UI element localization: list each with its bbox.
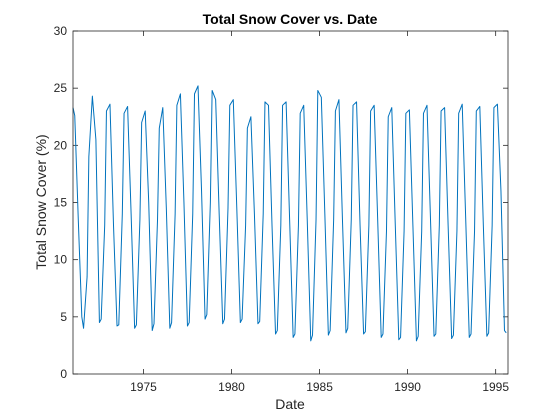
y-tick-label: 10 [54, 253, 68, 267]
chart-title: Total Snow Cover vs. Date [203, 11, 378, 27]
x-tick-label: 1975 [130, 380, 157, 394]
x-tick-label: 1995 [482, 380, 509, 394]
snow-cover-series-line [72, 85, 507, 342]
y-tick-label: 5 [60, 310, 67, 324]
x-tick-label: 1990 [394, 380, 421, 394]
y-tick-label: 25 [54, 81, 68, 95]
y-axis-label: Total Snow Cover (%) [33, 134, 49, 269]
y-tick-label: 30 [54, 24, 68, 38]
x-tick-label: 1985 [306, 380, 333, 394]
x-tick-label: 1980 [218, 380, 245, 394]
y-tick-label: 15 [54, 196, 68, 210]
plot-area-background [73, 31, 508, 374]
x-axis-ticks: 1975 1980 1985 1990 1995 [130, 31, 509, 394]
plot-area-frame [72, 30, 509, 375]
y-tick-label: 20 [54, 138, 68, 152]
x-axis-label: Date [275, 396, 305, 412]
y-tick-label: 0 [60, 367, 67, 381]
